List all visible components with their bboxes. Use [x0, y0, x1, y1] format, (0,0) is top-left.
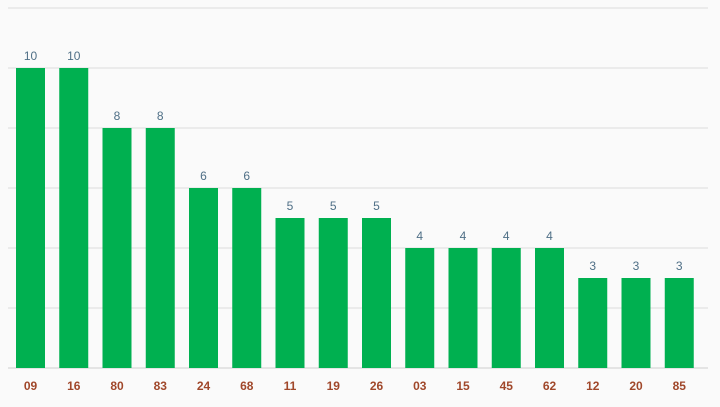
bar-12[interactable]: [578, 278, 608, 368]
bars: [16, 68, 694, 368]
value-labels: 10 10 8 8 6 6 5 5 5 4 4 4 4 3 3 3: [24, 49, 683, 273]
value-label-83: 8: [157, 109, 164, 123]
tick-label-26: 26: [370, 379, 384, 393]
value-label-80: 8: [114, 109, 121, 123]
tick-label-45: 45: [500, 379, 514, 393]
bar-85[interactable]: [664, 278, 694, 368]
value-label-62: 4: [546, 229, 553, 243]
bar-68[interactable]: [232, 188, 262, 368]
bar-62[interactable]: [535, 248, 564, 368]
tick-label-12: 12: [586, 379, 600, 393]
bar-03[interactable]: [405, 248, 435, 368]
value-label-03: 4: [416, 229, 423, 243]
tick-label-24: 24: [197, 379, 211, 393]
value-label-26: 5: [373, 199, 380, 213]
value-label-85: 3: [676, 259, 683, 273]
bar-24[interactable]: [189, 188, 218, 368]
tick-label-68: 68: [240, 379, 254, 393]
tick-label-83: 83: [154, 379, 168, 393]
value-label-68: 6: [243, 169, 250, 183]
value-label-16: 10: [67, 49, 81, 63]
bar-16[interactable]: [59, 68, 89, 368]
value-label-12: 3: [589, 259, 596, 273]
value-label-20: 3: [633, 259, 640, 273]
tick-label-62: 62: [543, 379, 557, 393]
tick-label-16: 16: [67, 379, 81, 393]
tick-label-11: 11: [284, 379, 297, 393]
value-label-19: 5: [330, 199, 337, 213]
value-label-45: 4: [503, 229, 510, 243]
bar-19[interactable]: [318, 218, 348, 368]
tick-label-03: 03: [413, 379, 427, 393]
value-label-15: 4: [460, 229, 467, 243]
bar-45[interactable]: [491, 248, 521, 368]
tick-label-19: 19: [327, 379, 341, 393]
tick-label-15: 15: [456, 379, 470, 393]
bar-83[interactable]: [145, 128, 175, 368]
bar-11[interactable]: [275, 218, 305, 368]
bar-26[interactable]: [362, 218, 391, 368]
tick-label-09: 09: [24, 379, 38, 393]
bar-20[interactable]: [621, 278, 651, 368]
bar-15[interactable]: [448, 248, 478, 368]
value-label-09: 10: [24, 49, 38, 63]
tick-label-85: 85: [673, 379, 687, 393]
tick-label-80: 80: [110, 379, 124, 393]
bar-09[interactable]: [16, 68, 45, 368]
x-tick-labels: 09 16 80 83 24 68 11 19 26 03 15 45 62 12 20 85: [24, 379, 686, 393]
value-label-24: 6: [200, 169, 207, 183]
bar-80[interactable]: [102, 128, 132, 368]
value-label-11: 5: [287, 199, 294, 213]
tick-label-20: 20: [629, 379, 643, 393]
